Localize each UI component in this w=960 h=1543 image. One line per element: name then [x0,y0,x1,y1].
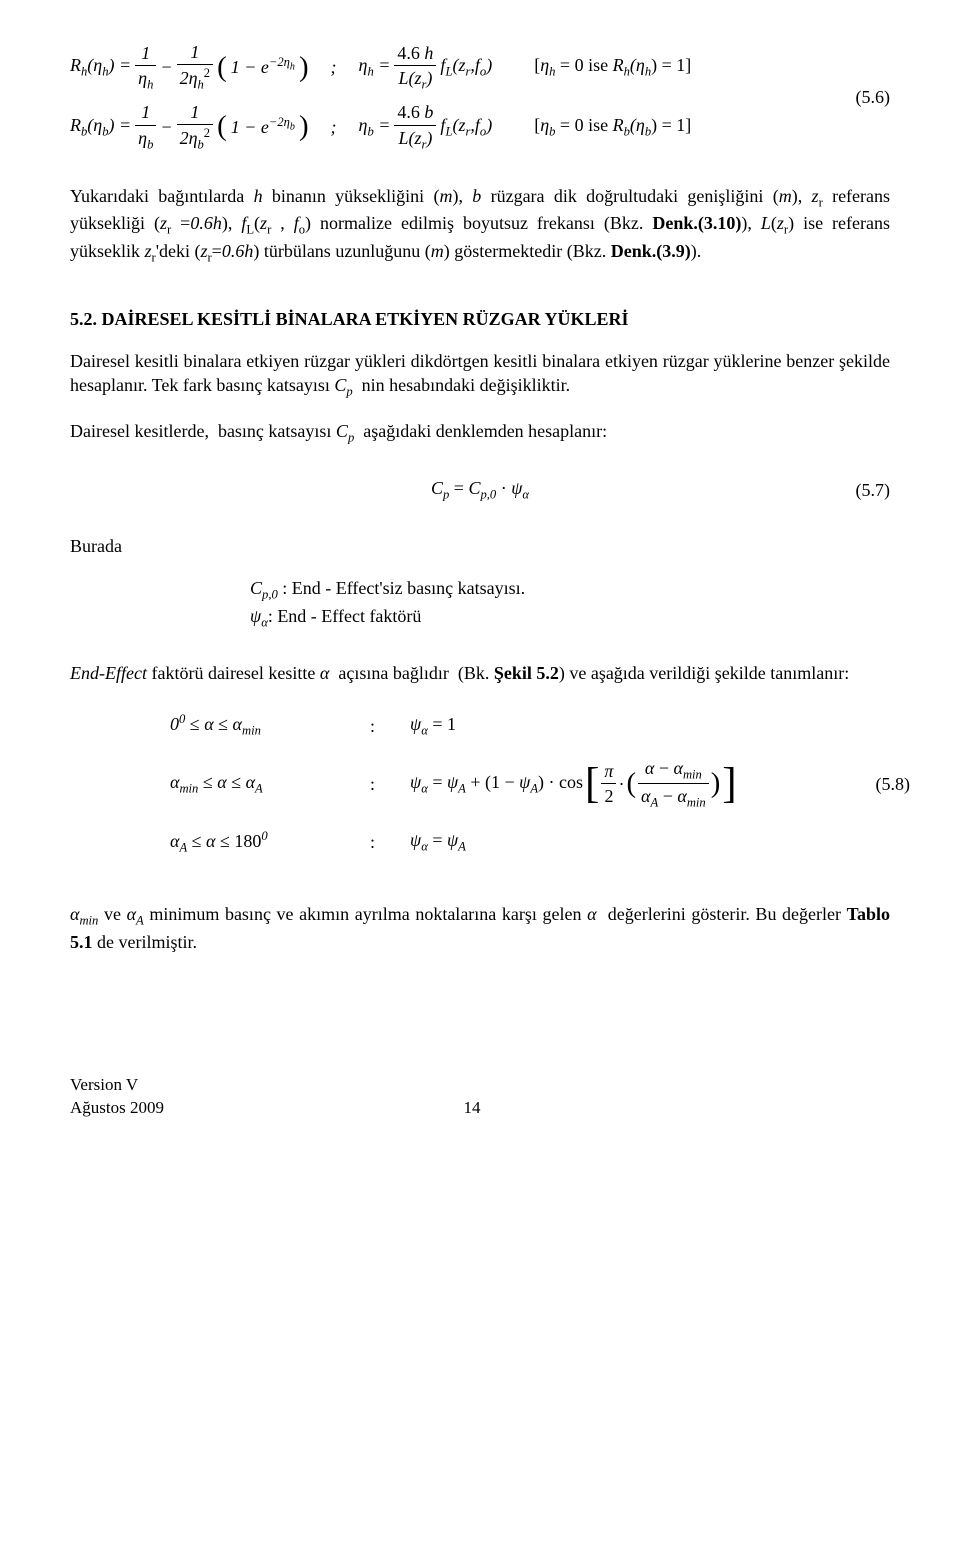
paragraph-2: Dairesel kesitli binalara etkiyen rüzgar… [70,349,890,401]
definition-cp0: Cp,0 : End - Effect'siz basınç katsayısı… [250,576,890,604]
page-footer: Version V Ağustos 2009 14 [70,1074,890,1120]
equation-5-7: Cp = Cp,0 · ψα (5.7) [70,476,890,504]
footer-version-text: Version V [70,1074,164,1097]
eq-5-6-line-1: Rh(ηh) = 1ηh − 12ηh2 (1 − e−2ηh) ; ηh = … [70,40,846,94]
equation-5-8: 00 ≤ α ≤ αmin : ψα = 1 αmin ≤ α ≤ αA : ψ… [170,706,890,862]
footer-date-text: Ağustos 2009 [70,1097,164,1120]
equation-5-7-number: (5.7) [846,478,891,502]
equation-5-6-number: (5.6) [846,85,891,109]
burada-label: Burada [70,534,890,558]
equation-5-8-number: (5.8) [866,772,911,796]
paragraph-5: αmin ve αA minimum basınç ve akımın ayrı… [70,902,890,954]
eq-5-8-row-3: αA ≤ α ≤ 1800 : ψα = ψA [170,822,890,862]
definitions-block: Cp,0 : End - Effect'siz basınç katsayısı… [250,576,890,631]
footer-page-number: 14 [164,1097,780,1120]
definition-psi-alpha: ψα: End - Effect faktörü [250,604,890,632]
paragraph-1: Yukarıdaki bağıntılarda h binanın yüksek… [70,184,890,267]
eq-5-8-row-2: αmin ≤ α ≤ αA : ψα = ψA + (1 − ψA) · cos… [170,756,890,812]
eq-5-6-line-2: Rb(ηb) = 1ηb − 12ηb2 (1 − e−2ηb) ; ηb = … [70,100,846,154]
section-5-2-title: 5.2. DAİRESEL KESİTLİ BİNALARA ETKİYEN R… [70,307,890,331]
paragraph-3: Dairesel kesitlerde, basınç katsayısı Cp… [70,419,890,447]
footer-version: Version V Ağustos 2009 [70,1074,164,1120]
equation-5-6: Rh(ηh) = 1ηh − 12ηh2 (1 − e−2ηh) ; ηh = … [70,40,890,154]
paragraph-4: End-Effect faktörü dairesel kesitte α aç… [70,661,890,685]
eq-5-8-row-1: 00 ≤ α ≤ αmin : ψα = 1 [170,706,890,746]
equation-5-6-content: Rh(ηh) = 1ηh − 12ηh2 (1 − e−2ηh) ; ηh = … [70,40,846,154]
